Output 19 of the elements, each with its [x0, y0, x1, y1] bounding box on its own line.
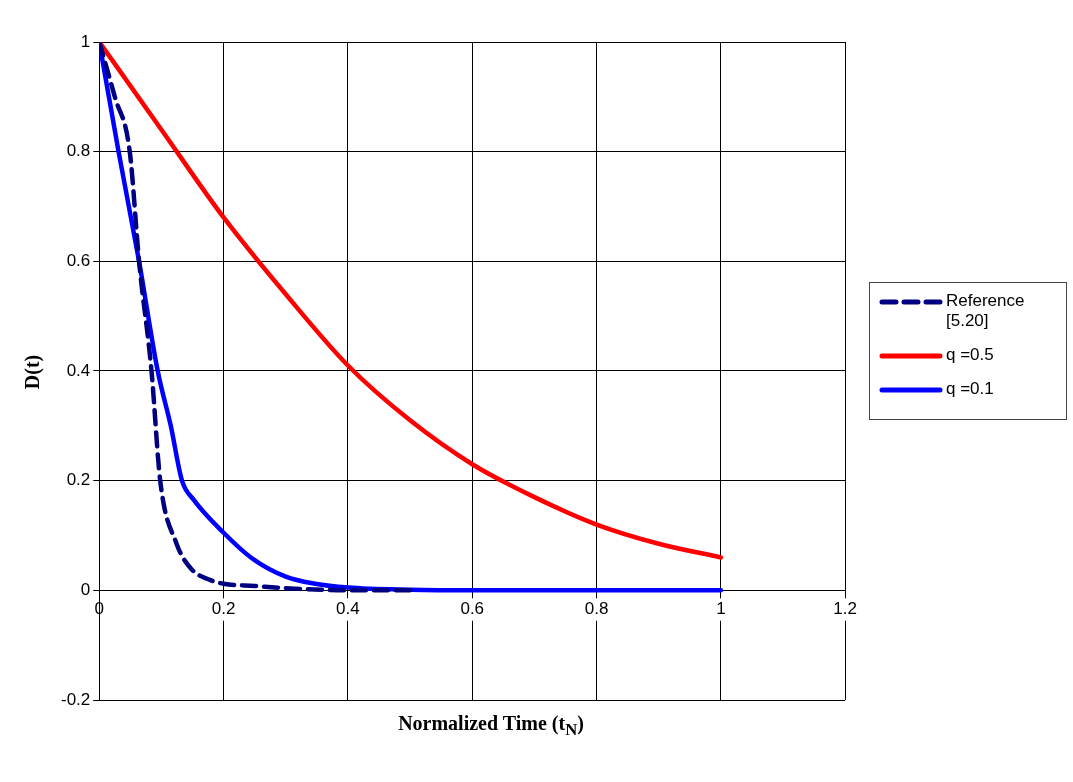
x-axis-title: Normalized Time (t$_{N}$): [398, 712, 584, 740]
y-tick-label: 0.6: [66, 251, 91, 271]
x-tick-label: 1.2: [833, 599, 857, 619]
y-axis-title: D(t): [20, 354, 44, 390]
x-tick-label: 0.2: [211, 599, 236, 619]
x-tick-label: 0.8: [584, 599, 609, 619]
x-tick-label: 0.6: [460, 599, 485, 619]
y-tick-label: -0.2: [61, 689, 91, 709]
y-tick-label: 0.2: [66, 470, 91, 490]
y-tick-label: 1: [80, 31, 91, 51]
legend-label: q =0.1: [946, 379, 994, 399]
line-series: [99, 42, 413, 593]
legend-label: Reference [5.20]: [946, 291, 1026, 331]
y-tick-label: 0.4: [66, 360, 91, 380]
y-tick-label: 0.8: [66, 141, 91, 161]
y-tick-label: 0: [80, 580, 91, 600]
x-tick-label: 1: [716, 599, 726, 619]
legend-label: q =0.5: [946, 345, 994, 365]
x-tick-label: 0.4: [336, 599, 360, 619]
